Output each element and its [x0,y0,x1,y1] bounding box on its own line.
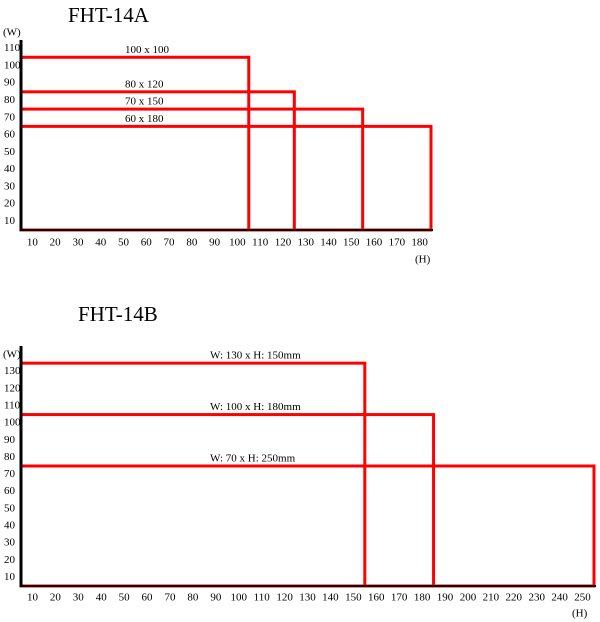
x-tick-label: 110 [252,237,269,249]
x-tick-label: 40 [95,237,107,249]
y-tick-label: 50 [4,146,16,158]
x-tick-label: 80 [187,592,199,604]
x-tick-label: 10 [27,592,39,604]
y-tick-label: 80 [4,451,16,463]
y-tick-label: 80 [4,94,16,106]
x-tick-label: 130 [297,237,314,249]
x-tick-label: 160 [368,592,385,604]
x-axis-label: (H) [572,608,588,620]
x-tick-label: 210 [483,592,500,604]
x-tick-label: 30 [73,592,85,604]
x-tick-label: 60 [141,237,153,249]
size-label: 60 x 180 [125,113,164,125]
x-tick-label: 230 [528,592,545,604]
x-tick-label: 20 [50,237,62,249]
chart-title: FHT-14B [78,302,158,326]
x-tick-label: 20 [50,592,62,604]
x-axis-label: (H) [415,254,431,266]
x-tick-label: 140 [322,592,339,604]
x-tick-label: 90 [210,592,222,604]
x-tick-label: 40 [96,592,108,604]
x-tick-label: 50 [119,592,131,604]
y-tick-label: 10 [4,215,16,227]
x-tick-label: 10 [27,237,39,249]
x-tick-label: 200 [460,592,477,604]
x-tick-label: 30 [72,237,84,249]
x-tick-label: 90 [209,237,221,249]
x-tick-label: 190 [437,592,454,604]
x-tick-label: 70 [164,237,176,249]
y-axis-label: (W) [3,27,21,39]
size-label: 70 x 150 [125,96,164,108]
y-tick-label: 50 [4,502,16,514]
y-tick-label: 10 [4,571,16,583]
x-tick-label: 240 [551,592,568,604]
size-label: W: 130 x H: 150mm [210,350,301,362]
y-tick-label: 100 [4,417,21,429]
x-tick-label: 220 [506,592,523,604]
size-rect [19,361,367,588]
x-tick-label: 80 [186,237,198,249]
x-tick-label: 100 [229,237,246,249]
x-tick-label: 140 [320,237,337,249]
size-rect [19,413,436,588]
y-tick-label: 40 [4,163,16,175]
y-axis-label: (W) [3,349,21,361]
x-tick-label: 100 [230,592,247,604]
y-tick-label: 100 [4,59,21,71]
x-tick-label: 160 [366,237,383,249]
x-tick-label: 120 [276,592,293,604]
y-tick-label: 90 [4,434,16,446]
y-tick-label: 20 [4,198,16,210]
x-tick-label: 60 [142,592,154,604]
x-tick-label: 170 [391,592,408,604]
size-label: W: 70 x H: 250mm [210,453,296,465]
y-tick-label: 110 [4,42,21,54]
chart-title: FHT-14A [68,3,150,27]
x-tick-label: 120 [275,237,292,249]
x-tick-label: 130 [299,592,316,604]
y-tick-label: 70 [4,111,16,123]
y-tick-label: 110 [4,400,21,412]
y-tick-label: 60 [4,129,16,141]
y-tick-label: 30 [4,537,16,549]
y-tick-label: 30 [4,180,16,192]
y-tick-label: 90 [4,77,16,89]
x-tick-label: 50 [118,237,130,249]
y-tick-label: 20 [4,554,16,566]
size-rect [19,464,596,588]
size-rect [19,124,433,232]
y-tick-label: 120 [4,382,21,394]
x-tick-label: 110 [254,592,271,604]
x-tick-label: 70 [164,592,176,604]
x-tick-label: 170 [389,237,406,249]
x-tick-label: 180 [414,592,431,604]
y-tick-label: 60 [4,485,16,497]
x-tick-label: 150 [343,237,360,249]
y-tick-label: 70 [4,468,16,480]
x-tick-label: 250 [574,592,591,604]
x-tick-label: 180 [411,237,428,249]
size-label: 80 x 120 [125,78,164,90]
y-tick-label: 130 [4,365,21,377]
size-label: W: 100 x H: 180mm [210,401,301,413]
size-label: 100 x 100 [125,44,170,56]
x-tick-label: 150 [345,592,362,604]
y-tick-label: 40 [4,520,16,532]
